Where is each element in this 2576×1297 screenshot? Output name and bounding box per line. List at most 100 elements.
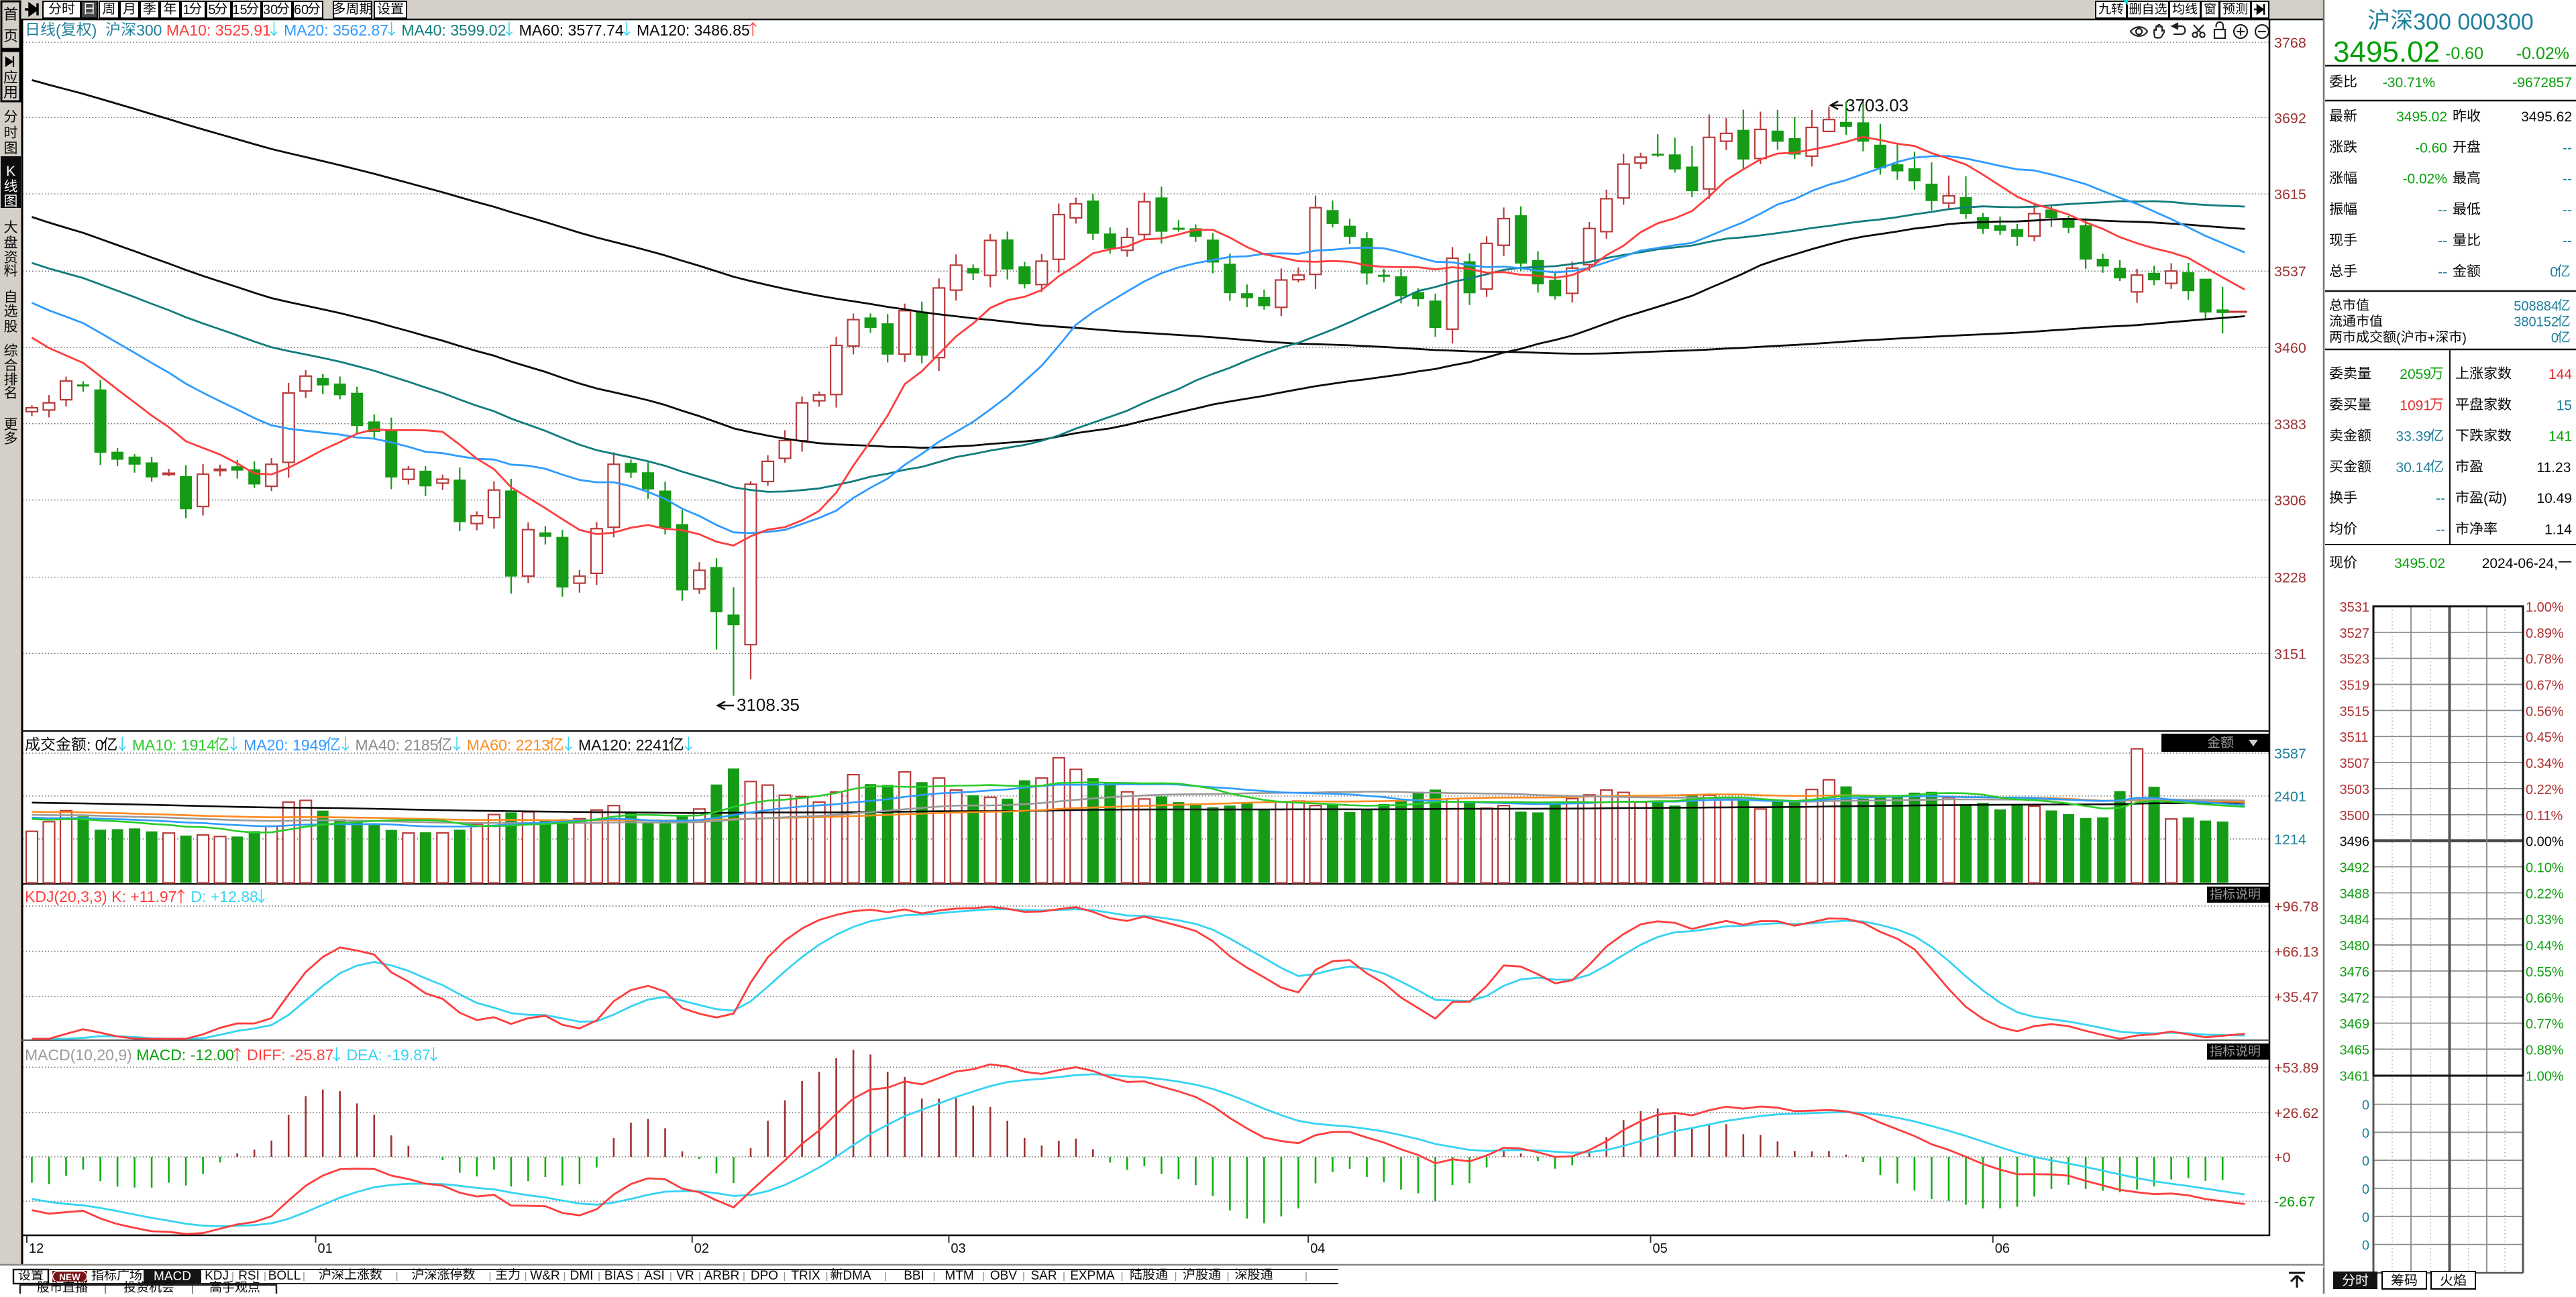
svg-text:3507: 3507 (2340, 756, 2370, 771)
svg-text:MA10: 1914: MA10: 1914 (128, 736, 216, 754)
svg-text:0.77%: 0.77% (2526, 1017, 2564, 1032)
svg-text:DPO: DPO (751, 1269, 778, 1283)
svg-text:0.22%: 0.22% (2526, 887, 2564, 901)
svg-text:3484: 3484 (2340, 913, 2370, 927)
svg-text:05: 05 (1653, 1241, 1668, 1256)
svg-text:0: 0 (2362, 1182, 2369, 1197)
svg-text:300: 300 (136, 21, 162, 39)
svg-text:MACD(10,20,9): MACD(10,20,9) (25, 1046, 136, 1064)
svg-text:-0.60: -0.60 (2415, 140, 2447, 156)
svg-text:+26.62: +26.62 (2274, 1105, 2318, 1121)
svg-text:3383: 3383 (2274, 416, 2306, 433)
svg-text:+35.47: +35.47 (2274, 989, 2318, 1005)
svg-text:0: 0 (2362, 1126, 2369, 1141)
svg-text:DIFF: -25.87: DIFF: -25.87 (243, 1046, 333, 1064)
svg-text:): ) (92, 21, 97, 39)
svg-text:3472: 3472 (2340, 991, 2370, 1006)
svg-text:0.45%: 0.45% (2526, 730, 2564, 745)
svg-text:3496: 3496 (2340, 835, 2370, 850)
svg-text:0.44%: 0.44% (2526, 939, 2564, 954)
svg-text:1.14: 1.14 (2544, 522, 2572, 538)
svg-text:3587: 3587 (2274, 746, 2306, 762)
svg-text:D: +12.88: D: +12.88 (186, 888, 258, 905)
svg-text:--: -- (2436, 491, 2445, 506)
svg-text:--: -- (2563, 233, 2572, 249)
svg-text:0: 0 (2362, 1210, 2369, 1225)
svg-text:EXPMA: EXPMA (1070, 1269, 1115, 1283)
svg-text:DEA: -19.87: DEA: -19.87 (342, 1046, 431, 1064)
svg-text:0: 0 (2362, 1154, 2369, 1169)
svg-text:): ) (2462, 331, 2467, 345)
svg-text:ASI: ASI (644, 1269, 665, 1283)
svg-text:3495.62: 3495.62 (2521, 109, 2572, 125)
svg-text:BOLL: BOLL (268, 1269, 301, 1283)
svg-text:3465: 3465 (2340, 1044, 2370, 1058)
svg-text:144: 144 (2548, 367, 2572, 382)
svg-text:0.66%: 0.66% (2526, 991, 2564, 1006)
svg-text:MACD: -12.00: MACD: -12.00 (136, 1046, 234, 1064)
svg-text:3476: 3476 (2340, 965, 2370, 980)
svg-text:MA10: 3525.91: MA10: 3525.91 (162, 21, 271, 39)
svg-text:0.34%: 0.34% (2526, 756, 2564, 771)
svg-text:3531: 3531 (2340, 600, 2370, 615)
svg-text:3515: 3515 (2340, 704, 2370, 719)
svg-text:60: 60 (294, 3, 309, 17)
svg-text:+66.13: +66.13 (2274, 944, 2318, 960)
svg-text:VR: VR (676, 1269, 694, 1283)
svg-text:0: 0 (2550, 265, 2558, 280)
svg-text:-0.60: -0.60 (2445, 44, 2483, 63)
svg-text:03: 03 (951, 1241, 965, 1256)
svg-text:): ) (2502, 491, 2507, 506)
svg-text:MA20: 3562.87: MA20: 3562.87 (280, 21, 388, 39)
svg-text:3151: 3151 (2274, 646, 2306, 663)
svg-text:MA60: 2213: MA60: 2213 (462, 736, 549, 754)
svg-text:MACD: MACD (154, 1270, 191, 1284)
svg-text:MA60: 3577.74: MA60: 3577.74 (515, 21, 624, 39)
svg-text:3703.03: 3703.03 (1845, 95, 1909, 115)
svg-text:-9672857: -9672857 (2512, 75, 2572, 91)
svg-text:3461: 3461 (2340, 1069, 2370, 1084)
svg-text:30: 30 (263, 3, 278, 17)
svg-text:--: -- (2436, 522, 2445, 538)
svg-text:(: ( (2396, 331, 2401, 345)
svg-text:15: 15 (232, 3, 247, 17)
svg-text:12: 12 (29, 1241, 44, 1256)
svg-text:0: 0 (2362, 1239, 2369, 1253)
svg-text:0.33%: 0.33% (2526, 913, 2564, 927)
svg-text:MTM: MTM (945, 1269, 973, 1283)
svg-text:3492: 3492 (2340, 861, 2370, 876)
svg-text:BBI: BBI (904, 1269, 924, 1283)
svg-text:0: 0 (2362, 1098, 2369, 1113)
svg-text:--: -- (2563, 172, 2572, 187)
svg-text:3519: 3519 (2340, 679, 2370, 693)
svg-text:0.78%: 0.78% (2526, 653, 2564, 667)
svg-text:300 000300: 300 000300 (2413, 9, 2534, 35)
svg-text:3488: 3488 (2340, 887, 2370, 901)
svg-text:0.55%: 0.55% (2526, 965, 2564, 980)
svg-text:SAR: SAR (1031, 1269, 1057, 1283)
svg-text:30.14: 30.14 (2396, 460, 2431, 475)
svg-text:15: 15 (2557, 398, 2572, 413)
svg-text:0: 0 (2551, 331, 2559, 345)
svg-text:0.88%: 0.88% (2526, 1044, 2564, 1058)
svg-text:3523: 3523 (2340, 653, 2370, 667)
svg-text:--: -- (2563, 203, 2572, 218)
svg-text:3503: 3503 (2340, 783, 2370, 797)
svg-text:--: -- (2438, 265, 2447, 280)
svg-text:1091: 1091 (2400, 398, 2431, 413)
svg-text:0.67%: 0.67% (2526, 679, 2564, 693)
svg-text:MA120: 2241: MA120: 2241 (574, 736, 670, 754)
svg-text:3228: 3228 (2274, 570, 2306, 586)
svg-text:0.56%: 0.56% (2526, 704, 2564, 719)
svg-text:DMA: DMA (843, 1269, 871, 1283)
svg-text:3495.02: 3495.02 (2396, 109, 2447, 125)
svg-text:1.00%: 1.00% (2526, 600, 2564, 615)
svg-text:0.22%: 0.22% (2526, 783, 2564, 797)
svg-text:10.49: 10.49 (2536, 491, 2572, 506)
svg-text:NEW: NEW (59, 1272, 80, 1282)
svg-text:06: 06 (1995, 1241, 2010, 1256)
svg-text:2024-06-24,: 2024-06-24, (2482, 556, 2558, 571)
svg-text:0.00%: 0.00% (2526, 835, 2564, 850)
svg-text:3537: 3537 (2274, 264, 2306, 280)
svg-text:ARBR: ARBR (704, 1269, 740, 1283)
